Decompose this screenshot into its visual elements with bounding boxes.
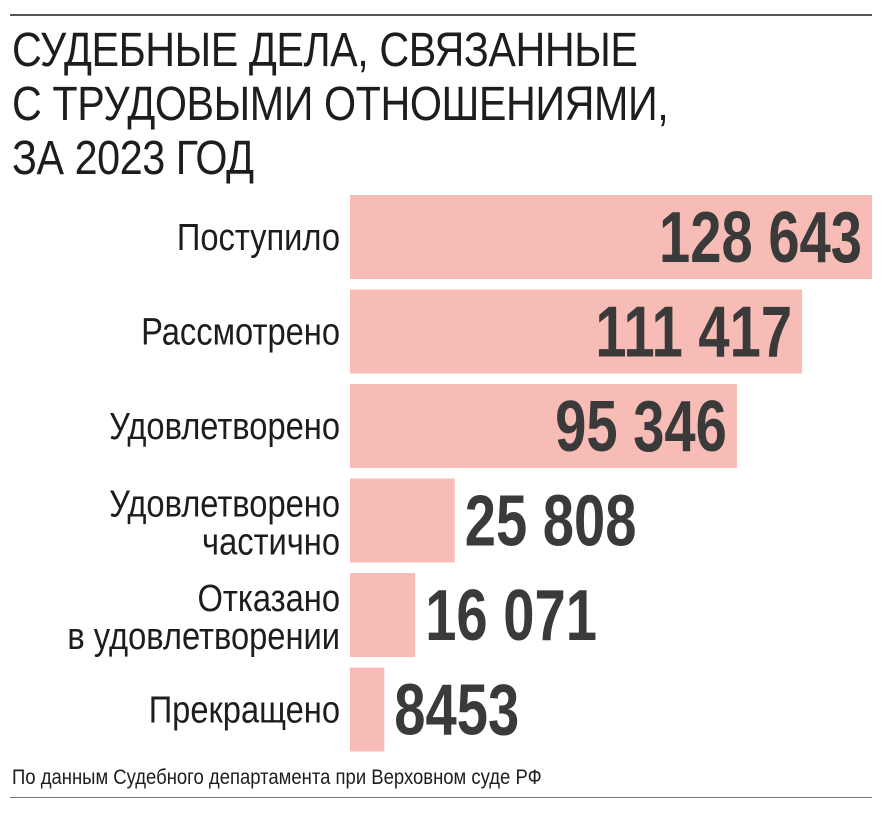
value-label-4: 25 808 <box>465 481 637 561</box>
bar-6 <box>350 667 385 752</box>
chart-title: СУДЕБНЫЕ ДЕЛА, СВЯЗАННЫЕ С ТРУДОВЫМИ ОТН… <box>12 24 752 186</box>
title-line-3: ЗА 2023 ГОД <box>12 132 254 185</box>
bar-4 <box>350 478 455 563</box>
category-label-5: Отказано в удовлетворении <box>67 577 340 658</box>
title-line-2: С ТРУДОВЫМИ ОТНОШЕНИЯМИ, <box>12 78 669 131</box>
category-label-1: Поступило <box>177 216 340 259</box>
category-label-6: Прекращено <box>149 688 340 731</box>
category-label-3: Удовлетворено <box>109 405 340 448</box>
category-label-2: Рассмотрено <box>141 310 340 353</box>
category-label-4: Удовлетворено частично <box>109 482 340 563</box>
title-line-1: СУДЕБНЫЕ ДЕЛА, СВЯЗАННЫЕ <box>12 24 638 77</box>
bar-2 <box>350 289 803 374</box>
value-label-6: 8453 <box>394 670 519 750</box>
value-label-3: 95 346 <box>555 386 727 466</box>
bar-5 <box>350 573 416 657</box>
bar-3 <box>350 384 737 468</box>
value-label-2: 111 417 <box>595 292 792 372</box>
top-rule <box>10 14 872 16</box>
value-label-5: 16 071 <box>425 575 597 655</box>
value-label-1: 128 643 <box>659 197 862 277</box>
bar-1 <box>350 195 872 279</box>
source-note: По данным Судебного департамента при Вер… <box>12 766 542 789</box>
bottom-rule <box>10 797 872 798</box>
